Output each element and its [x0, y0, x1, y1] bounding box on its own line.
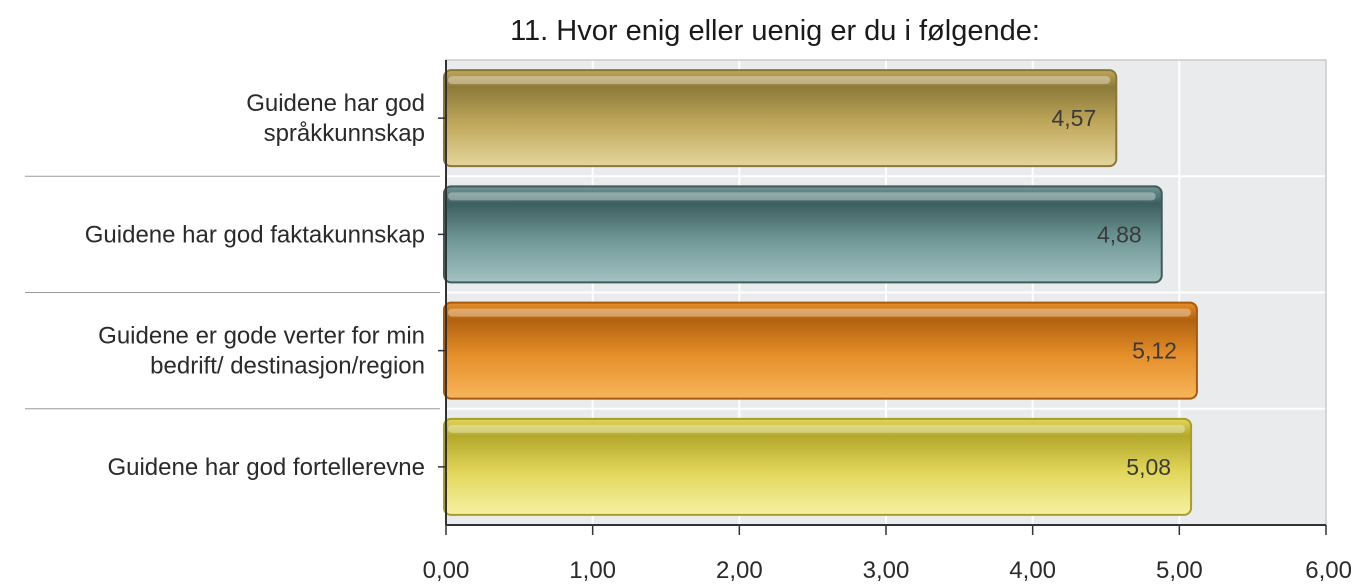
- x-tick-label: 1,00: [569, 557, 616, 584]
- category-label: Guidene har god faktakunnskap: [85, 221, 425, 248]
- data-label: 5,12: [1132, 338, 1177, 364]
- bar-highlight: [448, 308, 1191, 317]
- bar: [443, 301, 1198, 400]
- chart-title: 11. Hvor enig eller uenig er du i følgen…: [510, 15, 1040, 47]
- bar: [443, 69, 1118, 168]
- x-tick-label: 0,00: [423, 557, 470, 584]
- x-tick-label: 4,00: [1009, 557, 1056, 584]
- category-label: Guidene er gode verter for min: [98, 323, 425, 350]
- bar: [443, 185, 1163, 284]
- bar-highlight: [448, 424, 1186, 433]
- category-label: bedrift/ destinasjon/region: [150, 353, 425, 380]
- data-label: 4,57: [1052, 105, 1097, 131]
- data-label: 5,08: [1126, 454, 1171, 480]
- x-tick-label: 6,00: [1305, 557, 1352, 584]
- x-tick-label: 2,00: [716, 557, 763, 584]
- x-tick-label: 5,00: [1156, 557, 1203, 584]
- category-label: Guidene har god: [246, 90, 425, 117]
- data-label: 4,88: [1097, 221, 1142, 247]
- category-label: språkkunnskap: [264, 120, 425, 147]
- bar-highlight: [448, 192, 1156, 201]
- bar-highlight: [448, 76, 1111, 85]
- bar: [443, 417, 1193, 516]
- category-label: Guidene har god fortellerevne: [107, 454, 425, 481]
- x-tick-label: 3,00: [863, 557, 910, 584]
